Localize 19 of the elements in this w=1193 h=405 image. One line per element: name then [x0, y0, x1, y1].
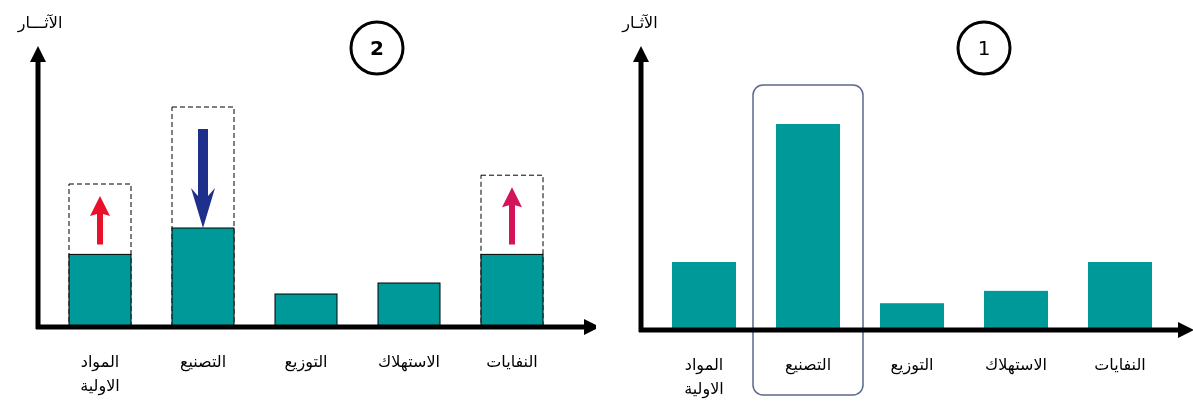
x-tick-label: النفايات	[486, 352, 538, 371]
bar	[984, 290, 1048, 330]
x-tick-label: التصنيع	[179, 352, 227, 372]
x-tick-label: التوزيع	[284, 352, 328, 372]
x-tick-label: الاستهلاك	[378, 352, 440, 372]
y-axis-title: الآثـــار	[16, 13, 63, 33]
bar	[1088, 262, 1152, 330]
bar	[776, 124, 840, 330]
y-axis-title: الآثـار	[621, 13, 658, 33]
bar	[880, 303, 944, 330]
chart-title: 1	[977, 36, 991, 60]
x-tick-label: النفايات	[1094, 355, 1146, 374]
bar	[672, 262, 736, 330]
x-tick-label: التوزيع	[890, 355, 934, 375]
x-tick-label: المواد الاولية	[684, 355, 724, 399]
x-tick-label: الاستهلاك	[985, 355, 1047, 375]
chart-title: 2	[370, 36, 384, 60]
x-tick-label: المواد الاولية	[80, 352, 120, 396]
x-tick-label: التصنيع	[784, 355, 832, 375]
